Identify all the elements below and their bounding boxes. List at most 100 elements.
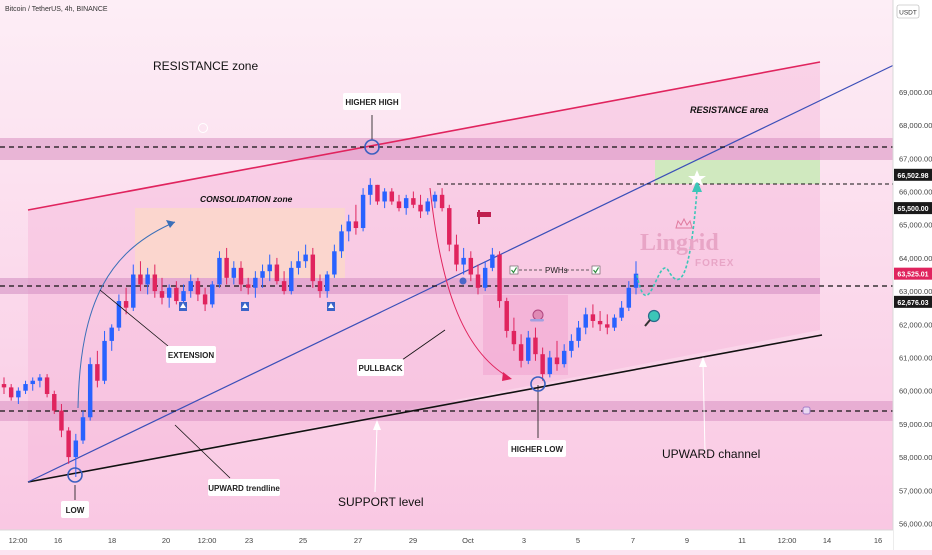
alert-icon bbox=[198, 123, 208, 133]
candle-body bbox=[166, 287, 172, 298]
candle-body bbox=[633, 273, 639, 288]
candle-body bbox=[202, 294, 208, 305]
candle bbox=[439, 188, 445, 212]
candle-body bbox=[131, 274, 136, 308]
candle bbox=[490, 247, 495, 272]
time-tick-label: 14 bbox=[823, 536, 831, 545]
candle-body bbox=[504, 301, 509, 331]
time-tick-label: 20 bbox=[162, 536, 170, 545]
candle bbox=[497, 251, 502, 308]
time-tick-label: 12:00 bbox=[198, 536, 217, 545]
low-marker bbox=[67, 467, 83, 483]
extension-arc bbox=[77, 221, 176, 409]
time-tick-label: 18 bbox=[108, 536, 116, 545]
candle-body bbox=[597, 320, 603, 325]
candle bbox=[310, 247, 316, 288]
candle bbox=[123, 287, 129, 315]
candle-body bbox=[281, 281, 287, 292]
candle-body bbox=[52, 394, 57, 411]
candle-body bbox=[289, 267, 294, 292]
candle-body bbox=[217, 257, 222, 285]
candle bbox=[396, 194, 402, 212]
time-tick-label: 23 bbox=[245, 536, 253, 545]
candle-body bbox=[425, 201, 430, 212]
candle-body bbox=[116, 301, 122, 328]
time-tick-label: Oct bbox=[462, 536, 475, 545]
candle-body bbox=[210, 284, 215, 305]
candle bbox=[612, 314, 617, 331]
price-tag: 63,525.01 bbox=[894, 267, 932, 280]
candle bbox=[533, 327, 538, 361]
candle-body bbox=[583, 314, 588, 328]
candle-body bbox=[396, 201, 402, 209]
svg-text:USDT: USDT bbox=[899, 10, 917, 17]
candle bbox=[253, 271, 258, 298]
candle-body bbox=[447, 208, 452, 245]
upward-trendline-tag: UPWARD trendline bbox=[208, 479, 280, 496]
price-tick-label: 68,000.00 bbox=[899, 121, 932, 130]
time-axis[interactable] bbox=[0, 530, 893, 550]
candle-body bbox=[66, 430, 71, 458]
currency-badge[interactable]: USDT bbox=[896, 4, 920, 19]
candle-body bbox=[454, 244, 459, 265]
price-tick-label: 56,000.00 bbox=[899, 520, 932, 529]
candle bbox=[159, 277, 165, 305]
price-tick-label: 67,000.00 bbox=[899, 154, 932, 163]
candle bbox=[583, 307, 588, 335]
candle-body bbox=[44, 377, 50, 395]
candle bbox=[324, 271, 330, 298]
candle-body bbox=[368, 184, 373, 195]
extension-tag: EXTENSION bbox=[166, 346, 216, 363]
candle bbox=[461, 247, 466, 275]
price-axis-ticks: 56,000.00 57,000.00 58,000.00 59,000.00 60,0… bbox=[899, 88, 932, 529]
candle-body bbox=[109, 327, 114, 341]
candle-body bbox=[432, 194, 438, 202]
flag-icon bbox=[477, 210, 491, 224]
upward-channel-label: UPWARD channel bbox=[662, 447, 760, 461]
candle bbox=[303, 244, 308, 268]
candle-body bbox=[317, 281, 323, 292]
svg-text:EXTENSION: EXTENSION bbox=[168, 351, 214, 360]
candle bbox=[332, 244, 337, 278]
candle bbox=[281, 271, 287, 295]
pwhs-label: PWHs bbox=[545, 266, 568, 275]
candle-body bbox=[590, 314, 596, 321]
candle bbox=[260, 264, 265, 288]
candle bbox=[202, 287, 208, 312]
candle bbox=[403, 194, 409, 215]
candle bbox=[52, 390, 57, 414]
price-tick-label: 61,000.00 bbox=[899, 354, 932, 363]
price-tag: 66,502.98 bbox=[894, 168, 932, 181]
candle-body bbox=[511, 330, 517, 345]
symbol-title: Bitcoin / TetherUS, 4h, BINANCE bbox=[5, 6, 108, 13]
candle-body bbox=[145, 274, 150, 285]
candle-body bbox=[23, 384, 28, 391]
candle bbox=[59, 403, 64, 438]
candle-body bbox=[123, 301, 129, 308]
upward-channel-fill bbox=[28, 62, 820, 482]
candle bbox=[245, 277, 251, 295]
candle-body bbox=[231, 267, 237, 278]
candle bbox=[152, 264, 158, 298]
candle-body bbox=[80, 417, 86, 441]
candle-body bbox=[16, 390, 21, 398]
candle bbox=[360, 188, 366, 232]
candle-body bbox=[73, 440, 79, 458]
candle bbox=[468, 251, 474, 282]
candle-body bbox=[461, 257, 466, 265]
candle bbox=[605, 314, 610, 335]
trendline-touch-dot bbox=[459, 277, 467, 285]
svg-text:62,676.03: 62,676.03 bbox=[897, 300, 928, 307]
candle bbox=[561, 344, 567, 368]
pullback-pointer bbox=[401, 329, 446, 361]
crown-icon bbox=[675, 217, 693, 229]
candle bbox=[289, 261, 294, 295]
support-pointer-head bbox=[373, 420, 381, 430]
candle-body bbox=[332, 251, 337, 275]
candle-body bbox=[1, 384, 7, 388]
candle-body bbox=[87, 364, 93, 418]
candle bbox=[210, 281, 215, 308]
candle-body bbox=[482, 267, 488, 288]
